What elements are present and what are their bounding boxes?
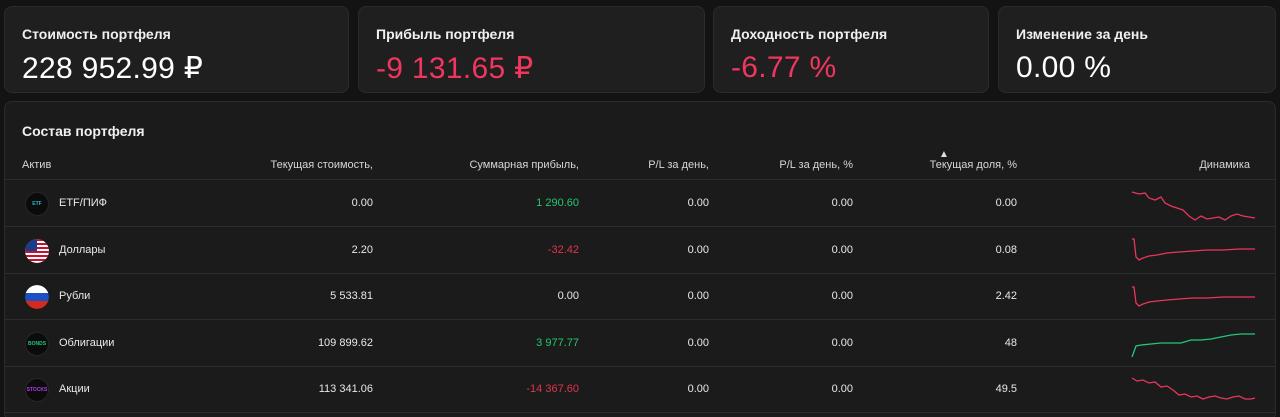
current-share-cell: 2.42 [995, 290, 1017, 302]
panel-title: Состав портфеля [22, 123, 145, 139]
dynamics-sparkline [1132, 237, 1255, 261]
table-row[interactable]: STOCKS Акции 113 341.06 -14 367.60 0.00 0.00 4… [5, 367, 1275, 413]
summary-cards: Стоимость портфеля 228 952.99 ₽ Прибыль … [4, 6, 1276, 93]
current-value-cell: 2.20 [351, 243, 373, 256]
pl-day-cell: 0.00 [687, 383, 709, 395]
total-profit-cell: 3 977.77 [536, 336, 579, 349]
pl-day-cell: 0.00 [687, 197, 709, 209]
pl-day-cell: 0.00 [687, 336, 709, 349]
current-share-cell: 48 [1004, 336, 1017, 349]
current-share-cell: 0.00 [995, 197, 1017, 209]
asset-name: Акции [59, 383, 90, 395]
stocks-icon: STOCKS [25, 378, 49, 402]
russia-flag-icon [25, 285, 49, 309]
portfolio-yield-card: Доходность портфеля -6.77 % [713, 6, 989, 93]
card-label: Доходность портфеля [731, 26, 888, 42]
pl-day-cell: 0.00 [687, 243, 709, 256]
asset-name: ETF/ПИФ [59, 197, 108, 209]
pl-day-percent-cell: 0.00 [831, 336, 853, 349]
current-share-cell: 49.5 [995, 383, 1017, 395]
pl-day-percent-cell: 0.00 [831, 290, 853, 302]
sort-arrow-up-icon[interactable]: ▲ [939, 149, 949, 160]
sparkline-line [1131, 332, 1255, 357]
portfolio-value-card: Стоимость портфеля 228 952.99 ₽ [4, 6, 349, 93]
asset-name: Доллары [59, 243, 106, 256]
column-current-value[interactable]: Текущая стоимость, [270, 159, 373, 171]
dynamics-sparkline [1132, 286, 1255, 307]
column-dynamics[interactable]: Динамика [1199, 159, 1250, 171]
current-value-cell: 113 341.06 [318, 383, 373, 395]
table-row[interactable]: Рубли 5 533.81 0.00 0.00 0.00 2.42 [5, 274, 1275, 320]
daily-change-card: Изменение за день 0.00 % [998, 6, 1276, 93]
card-label: Стоимость портфеля [22, 26, 171, 42]
portfolio-composition-panel: Состав портфеля Актив Текущая стоимость,… [4, 101, 1276, 417]
dynamics-sparkline [1131, 191, 1256, 221]
table-row[interactable]: BONDS Облигации 109 899.62 3 977.77 0.00 0.00… [5, 321, 1275, 367]
table-row[interactable]: ETF ETF/ПИФ 0.00 1 290.60 0.00 0.00 0.00 [5, 181, 1275, 227]
column-current-share[interactable]: Текущая доля, % [929, 159, 1017, 171]
column-pl-day-percent[interactable]: P/L за день, % [779, 159, 853, 171]
current-value-cell: 5 533.81 [330, 290, 373, 302]
table-header: Актив Текущая стоимость, Суммарная прибы… [5, 149, 1275, 180]
dynamics-sparkline [1131, 377, 1256, 400]
current-value-cell: 0.00 [351, 197, 373, 209]
card-value: 0.00 % [1016, 51, 1112, 84]
pl-day-cell: 0.00 [687, 290, 709, 302]
card-value: -6.77 % [731, 51, 837, 84]
icon-text: BONDS [27, 340, 47, 347]
pl-day-percent-cell: 0.00 [831, 197, 853, 209]
dynamics-sparkline [1131, 332, 1255, 357]
total-profit-cell: 0.00 [557, 290, 579, 302]
current-share-cell: 0.08 [995, 243, 1017, 256]
table-row[interactable]: Доллары 2.20 -32.42 0.00 0.00 0.08 [5, 228, 1275, 274]
card-value: -9 131.65 ₽ [376, 52, 534, 85]
column-asset[interactable]: Актив [22, 159, 52, 171]
bonds-icon: BONDS [25, 331, 49, 356]
sparkline-line [1132, 286, 1255, 307]
asset-name: Облигации [59, 336, 115, 349]
sparkline-line [1131, 191, 1256, 221]
current-value-cell: 109 899.62 [317, 336, 373, 349]
pl-day-percent-cell: 0.00 [831, 243, 853, 256]
card-label: Изменение за день [1016, 26, 1148, 42]
sparkline-line [1131, 377, 1256, 400]
total-profit-cell: 1 290.60 [536, 197, 579, 209]
pl-day-percent-cell: 0.00 [831, 383, 853, 395]
sparkline-line [1132, 237, 1255, 261]
card-label: Прибыль портфеля [376, 26, 515, 42]
column-pl-day[interactable]: P/L за день, [648, 159, 709, 171]
column-total-profit[interactable]: Суммарная прибыль, [469, 159, 579, 171]
etf-icon: ETF [25, 192, 49, 216]
card-value: 228 952.99 ₽ [22, 52, 204, 85]
total-profit-cell: -14 367.60 [526, 383, 579, 395]
portfolio-profit-card: Прибыль портфеля -9 131.65 ₽ [358, 6, 705, 93]
icon-text: STOCKS [26, 387, 48, 393]
total-profit-cell: -32.42 [547, 243, 579, 256]
icon-text: ETF [32, 201, 42, 207]
asset-name: Рубли [59, 290, 91, 302]
usa-flag-icon [25, 238, 49, 263]
